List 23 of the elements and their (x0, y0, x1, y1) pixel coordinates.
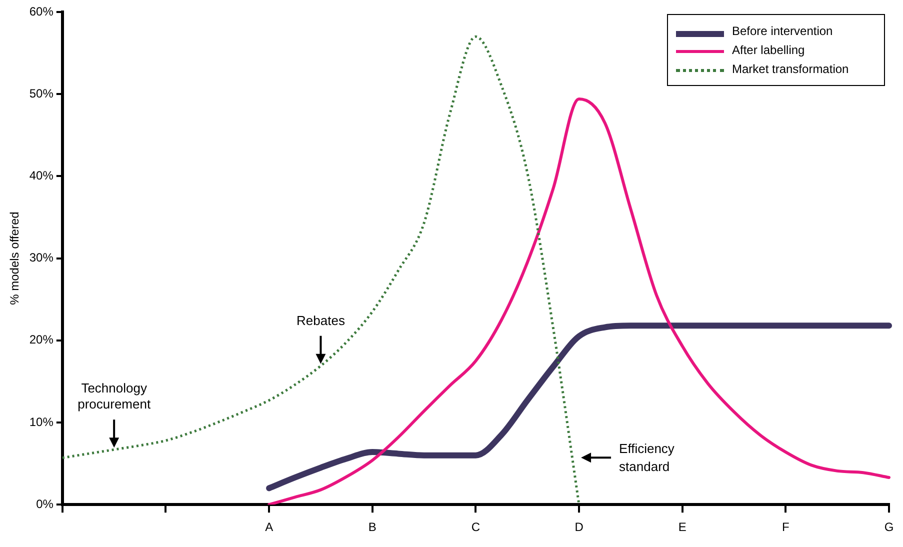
y-tick-label: 60% (29, 4, 54, 18)
x-tick-label: G (884, 520, 894, 534)
y-tick-label: 20% (29, 332, 54, 347)
line-series (61, 35, 580, 505)
x-tick-label: C (471, 520, 480, 534)
annotation: Technology procurement (78, 380, 151, 412)
y-tick-label: 10% (29, 414, 54, 429)
annotation: Efficiency standard (619, 441, 675, 474)
legend-label: After labelling (732, 43, 805, 57)
y-tick-label: 30% (29, 250, 54, 265)
x-tick-label: B (368, 520, 376, 534)
legend-label: Before intervention (732, 24, 833, 38)
line-series (268, 98, 890, 505)
x-tick-label: E (678, 520, 686, 534)
x-tick-label: D (574, 520, 584, 534)
x-tick-label: F (782, 520, 790, 534)
y-tick-label: 40% (29, 168, 54, 183)
annotation: Rebates (296, 312, 346, 328)
y-tick-label: 50% (29, 86, 54, 100)
x-tick-label: A (265, 520, 274, 534)
y-tick-label: 0% (36, 496, 54, 511)
y-axis-title: % models offered (8, 212, 22, 305)
legend-label: Market transformation (732, 62, 849, 76)
